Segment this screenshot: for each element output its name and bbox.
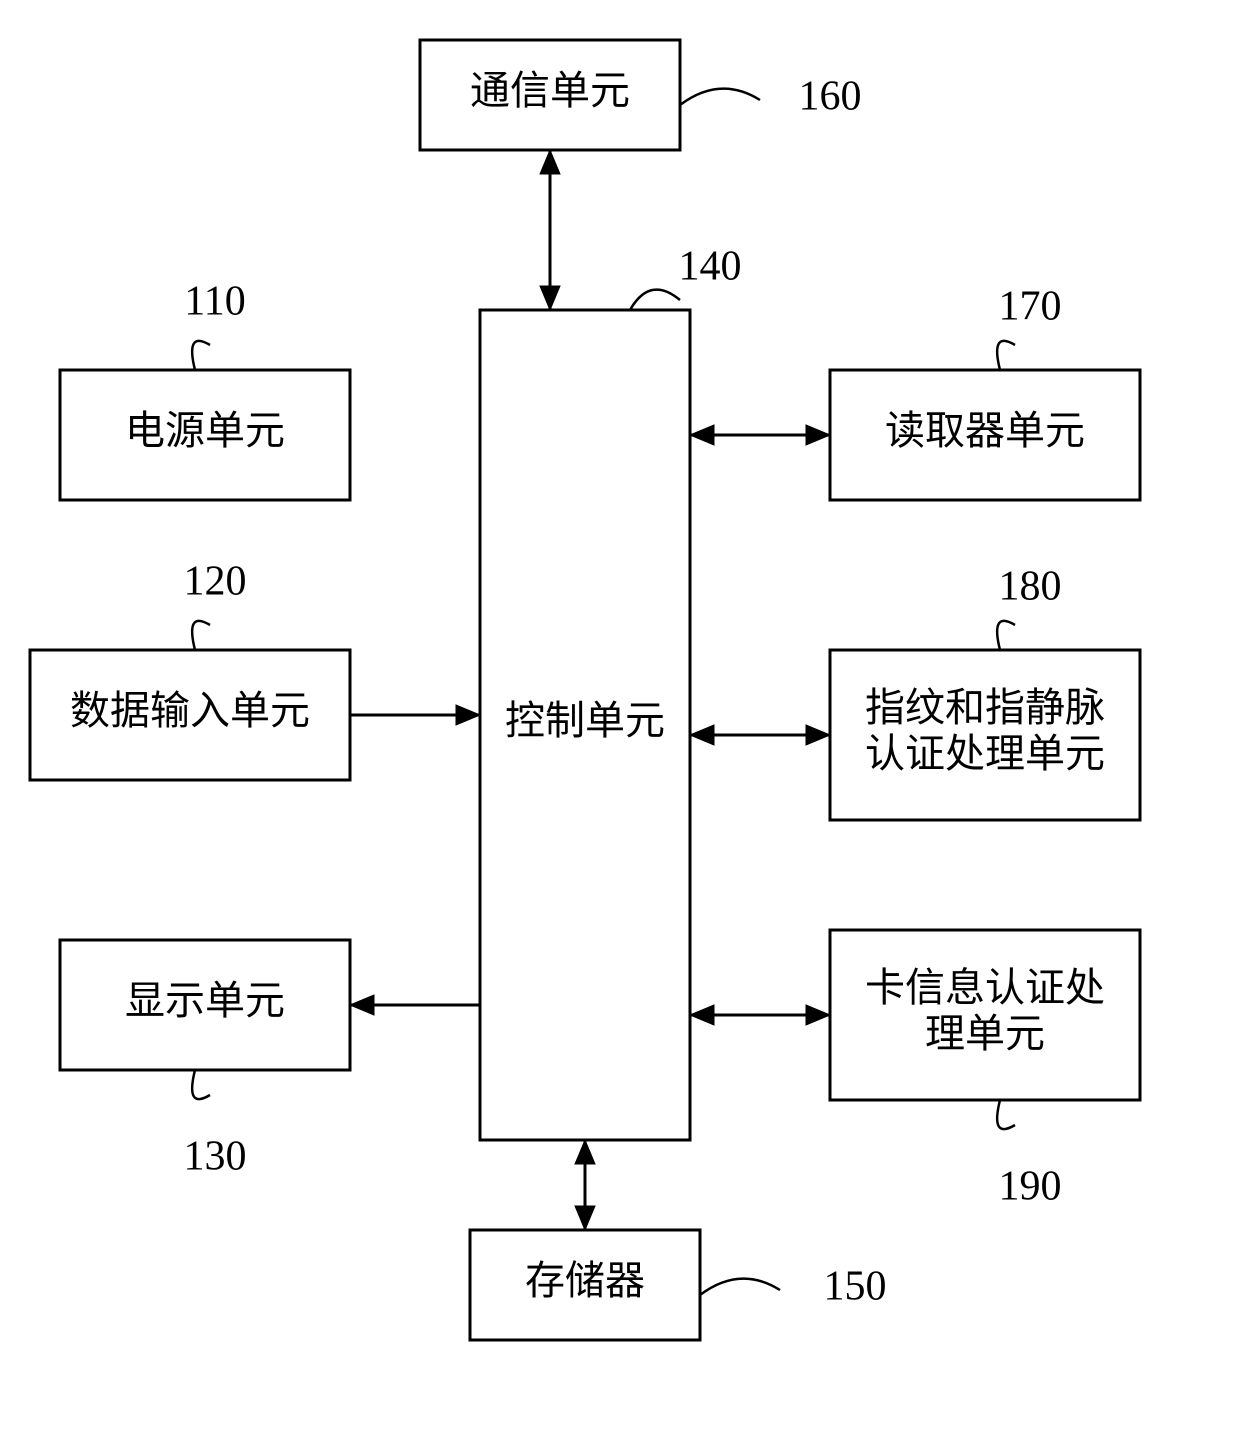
ref-number-power: 110 <box>184 279 245 325</box>
node-finger-label: 指纹和指静脉 <box>865 685 1105 730</box>
leader-memory <box>700 1279 780 1295</box>
leader-comm <box>680 89 760 105</box>
ref-number-cardauth: 190 <box>999 1164 1062 1210</box>
arrowhead <box>540 150 560 174</box>
arrowhead <box>540 286 560 310</box>
arrowhead <box>806 1005 830 1025</box>
arrowhead <box>456 705 480 725</box>
leader-display <box>192 1070 210 1099</box>
arrowhead <box>806 725 830 745</box>
node-display-label: 显示单元 <box>125 978 285 1023</box>
arrowhead <box>690 1005 714 1025</box>
ref-number-finger: 180 <box>999 564 1062 610</box>
arrowhead <box>575 1206 595 1230</box>
node-cardauth-label: 卡信息认证处 <box>865 965 1105 1010</box>
node-comm-label: 通信单元 <box>470 68 630 113</box>
leader-control <box>630 290 680 310</box>
arrowhead <box>690 725 714 745</box>
arrowhead <box>575 1140 595 1164</box>
block-diagram: 通信单元控制单元 电源单元数据输入单元显示单元 读取器单元指纹和指静脉认证处理单元卡… <box>0 0 1240 1431</box>
node-memory-label: 存储器 <box>525 1258 645 1303</box>
node-control-label: 控制单元 <box>505 698 665 743</box>
leader-cardauth <box>997 1100 1015 1129</box>
ref-number-control: 140 <box>679 244 742 290</box>
arrowhead <box>806 425 830 445</box>
ref-number-reader: 170 <box>999 284 1062 330</box>
leader-input <box>192 621 210 650</box>
node-input-label: 数据输入单元 <box>70 688 310 733</box>
ref-number-memory: 150 <box>824 1264 887 1310</box>
arrowhead <box>350 995 374 1015</box>
ref-number-input: 120 <box>184 559 247 605</box>
node-cardauth-label: 理单元 <box>925 1011 1045 1056</box>
leader-power <box>192 341 210 370</box>
leader-finger <box>997 621 1015 650</box>
node-finger-label: 认证处理单元 <box>865 731 1105 776</box>
leader-reader <box>997 341 1015 370</box>
ref-number-display: 130 <box>184 1134 247 1180</box>
ref-number-comm: 160 <box>799 74 862 120</box>
node-reader-label: 读取器单元 <box>885 408 1085 453</box>
arrowhead <box>690 425 714 445</box>
node-power-label: 电源单元 <box>125 408 285 453</box>
